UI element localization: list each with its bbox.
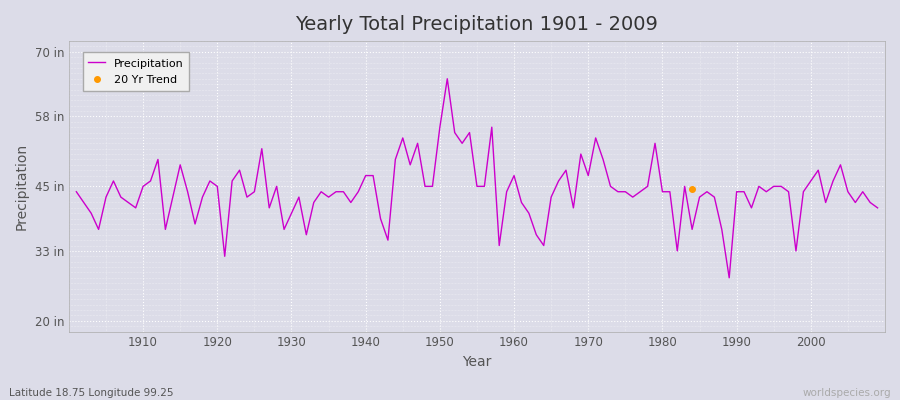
Text: Latitude 18.75 Longitude 99.25: Latitude 18.75 Longitude 99.25	[9, 388, 174, 398]
Title: Yearly Total Precipitation 1901 - 2009: Yearly Total Precipitation 1901 - 2009	[295, 15, 659, 34]
Precipitation	[872, 206, 883, 210]
Legend: Precipitation, 20 Yr Trend: Precipitation, 20 Yr Trend	[83, 52, 189, 91]
X-axis label: Year: Year	[463, 355, 491, 369]
Y-axis label: Precipitation: Precipitation	[15, 143, 29, 230]
Precipitation	[442, 76, 453, 81]
Text: worldspecies.org: worldspecies.org	[803, 388, 891, 398]
Precipitation	[605, 184, 616, 189]
Line: Precipitation: Precipitation	[76, 79, 878, 278]
Precipitation	[130, 206, 141, 210]
Precipitation	[516, 200, 526, 205]
Precipitation	[71, 189, 82, 194]
Precipitation	[508, 173, 519, 178]
Precipitation	[338, 189, 349, 194]
Precipitation	[293, 195, 304, 200]
Precipitation	[724, 275, 734, 280]
